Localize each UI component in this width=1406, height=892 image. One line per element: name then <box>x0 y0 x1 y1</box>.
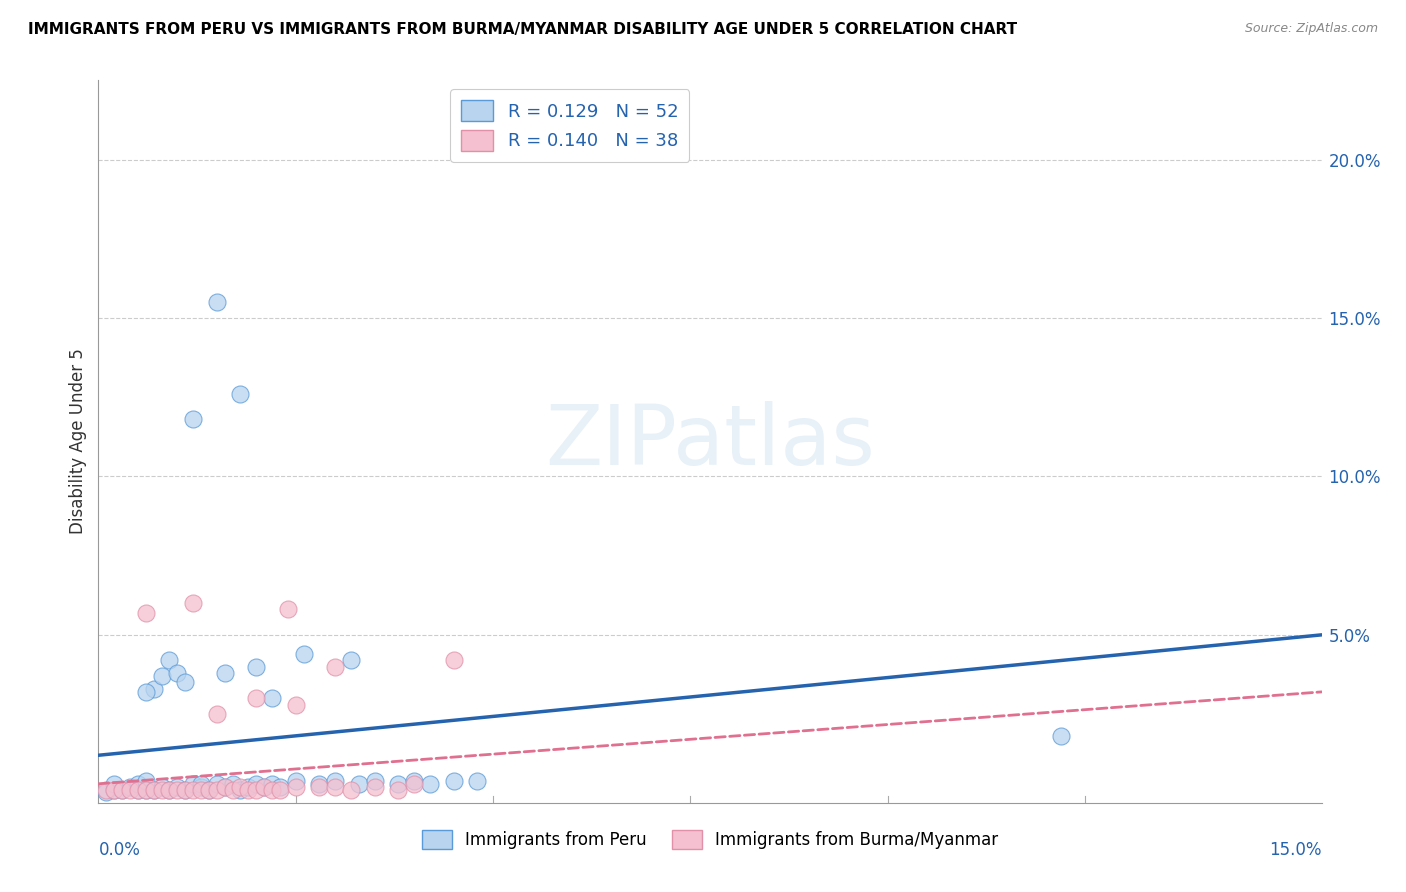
Point <box>111 783 134 797</box>
Point <box>205 707 228 722</box>
Point <box>190 780 212 794</box>
Point <box>135 606 157 620</box>
Point <box>96 785 118 799</box>
Point <box>465 773 488 788</box>
Point <box>96 783 118 797</box>
Point <box>363 773 385 788</box>
Legend: Immigrants from Peru, Immigrants from Burma/Myanmar: Immigrants from Peru, Immigrants from Bu… <box>415 823 1005 856</box>
Point <box>238 780 260 794</box>
Point <box>127 777 149 791</box>
Point <box>269 783 291 797</box>
Point <box>1050 729 1073 743</box>
Point <box>292 647 315 661</box>
Point <box>387 777 409 791</box>
Point <box>347 777 370 791</box>
Point <box>150 669 173 683</box>
Point <box>404 773 426 788</box>
Point <box>245 783 267 797</box>
Point <box>269 780 291 794</box>
Point <box>103 783 125 797</box>
Text: Source: ZipAtlas.com: Source: ZipAtlas.com <box>1244 22 1378 36</box>
Point <box>323 659 346 673</box>
Point <box>229 780 252 794</box>
Point <box>253 780 276 794</box>
Point <box>135 783 157 797</box>
Point <box>159 783 181 797</box>
Point <box>229 387 252 401</box>
Point <box>135 773 157 788</box>
Point <box>363 780 385 794</box>
Point <box>260 783 283 797</box>
Point <box>221 783 243 797</box>
Point <box>221 777 243 791</box>
Point <box>127 783 149 797</box>
Point <box>419 777 441 791</box>
Point <box>150 780 173 794</box>
Y-axis label: Disability Age Under 5: Disability Age Under 5 <box>69 349 87 534</box>
Point <box>229 783 252 797</box>
Point <box>284 773 307 788</box>
Point <box>245 777 267 791</box>
Point <box>205 295 228 310</box>
Point <box>174 783 197 797</box>
Point <box>214 665 236 680</box>
Point <box>205 777 228 791</box>
Point <box>174 783 197 797</box>
Point <box>245 659 267 673</box>
Point <box>190 783 212 797</box>
Point <box>166 783 188 797</box>
Point <box>277 602 299 616</box>
Point <box>181 783 204 797</box>
Point <box>181 596 204 610</box>
Point <box>181 777 204 791</box>
Point <box>103 777 125 791</box>
Point <box>284 780 307 794</box>
Point <box>245 691 267 706</box>
Point <box>190 777 212 791</box>
Point <box>387 783 409 797</box>
Point <box>404 777 426 791</box>
Point <box>111 783 134 797</box>
Point <box>166 780 188 794</box>
Point <box>166 665 188 680</box>
Point <box>198 783 221 797</box>
Point <box>103 783 125 797</box>
Point <box>323 780 346 794</box>
Point <box>443 773 465 788</box>
Text: 15.0%: 15.0% <box>1270 841 1322 859</box>
Point <box>260 777 283 791</box>
Point <box>181 412 204 426</box>
Point <box>308 777 330 791</box>
Point <box>214 780 236 794</box>
Point <box>260 691 283 706</box>
Point <box>159 783 181 797</box>
Point <box>135 783 157 797</box>
Point <box>198 783 221 797</box>
Point <box>150 783 173 797</box>
Point <box>340 783 363 797</box>
Point <box>142 783 165 797</box>
Text: ZIPatlas: ZIPatlas <box>546 401 875 482</box>
Point <box>323 773 346 788</box>
Point <box>142 783 165 797</box>
Point <box>135 685 157 699</box>
Point <box>174 675 197 690</box>
Point <box>159 653 181 667</box>
Text: IMMIGRANTS FROM PERU VS IMMIGRANTS FROM BURMA/MYANMAR DISABILITY AGE UNDER 5 COR: IMMIGRANTS FROM PERU VS IMMIGRANTS FROM … <box>28 22 1018 37</box>
Text: 0.0%: 0.0% <box>98 841 141 859</box>
Point <box>118 783 141 797</box>
Point <box>127 783 149 797</box>
Point <box>443 653 465 667</box>
Point <box>284 698 307 712</box>
Point <box>340 653 363 667</box>
Point <box>214 780 236 794</box>
Point <box>238 783 260 797</box>
Point <box>118 780 141 794</box>
Point <box>308 780 330 794</box>
Point <box>142 681 165 696</box>
Point <box>253 780 276 794</box>
Point <box>205 783 228 797</box>
